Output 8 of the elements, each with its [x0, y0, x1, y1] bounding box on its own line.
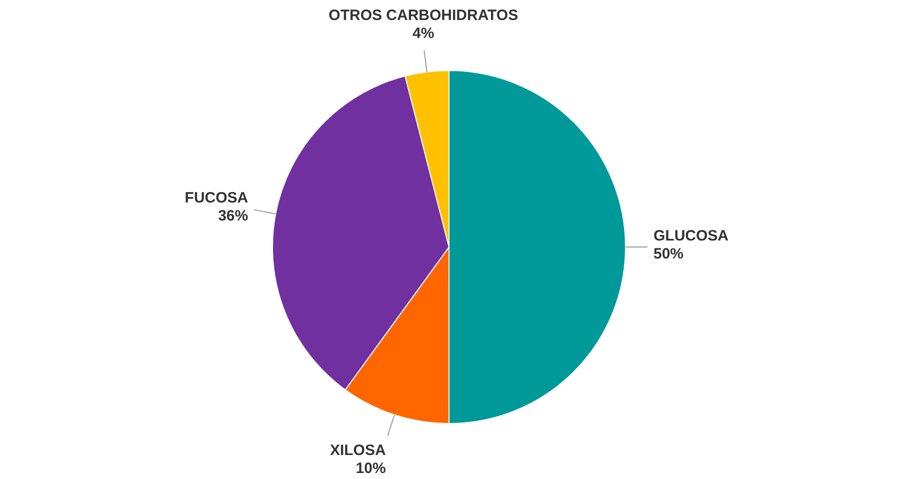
data-label: 50% — [654, 246, 684, 263]
data-label: 36% — [218, 207, 248, 224]
slice-label: XILOSA — [330, 442, 386, 460]
slice-label: OTROS CARBOHIDRATOS — [328, 6, 518, 24]
slice-label: FUCOSA — [184, 189, 248, 206]
data-label: 4% — [412, 24, 434, 42]
slice-label: GLUCOSA — [654, 228, 729, 245]
data-label: 10% — [356, 460, 386, 478]
